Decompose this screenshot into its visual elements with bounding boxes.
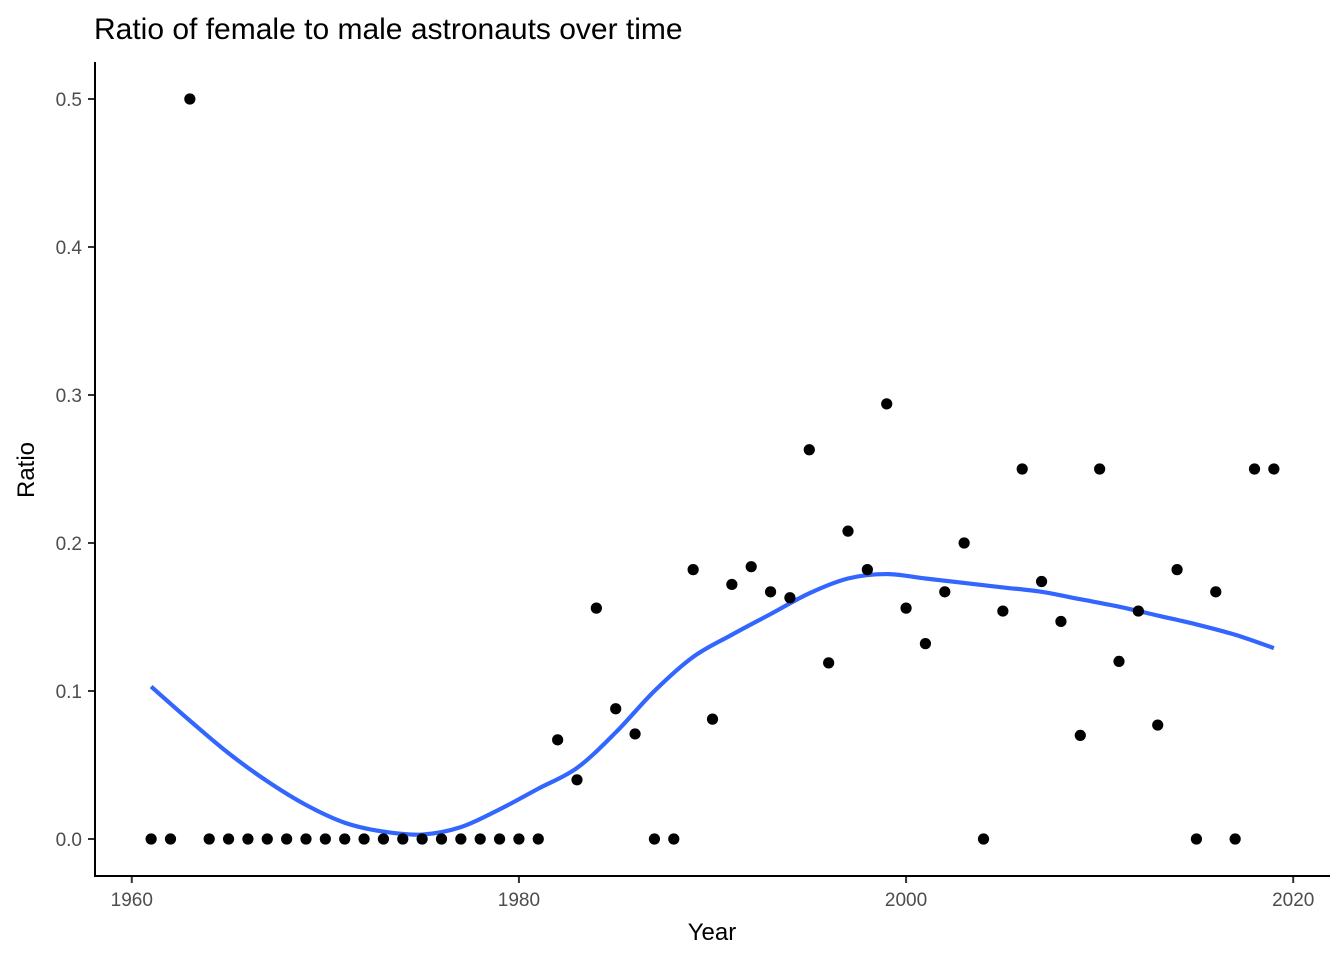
data-point [358, 833, 370, 845]
data-point [668, 833, 680, 845]
x-tick-label: 1960 [111, 890, 153, 911]
data-point [1055, 615, 1067, 628]
data-point [881, 398, 893, 410]
data-point [339, 833, 351, 845]
data-point [184, 93, 196, 105]
x-tick-label: 1980 [498, 890, 540, 911]
data-point [803, 444, 815, 456]
y-tick-label: 0.2 [56, 534, 82, 555]
data-point [493, 833, 506, 845]
chart-title: Ratio of female to male astronauts over … [94, 13, 683, 46]
data-point [435, 833, 448, 845]
y-tick-label: 0.3 [56, 386, 82, 407]
x-tick-label: 2000 [885, 890, 927, 911]
data-point [745, 561, 757, 573]
data-point [648, 833, 661, 845]
data-point [1152, 719, 1164, 731]
y-tick-label: 0.4 [56, 238, 83, 259]
y-tick-label: 0.0 [56, 830, 82, 851]
data-point [900, 602, 912, 614]
data-point [590, 602, 602, 614]
data-point [629, 728, 641, 740]
y-axis-title: Ratio [13, 442, 40, 498]
data-point [784, 592, 796, 604]
data-point [319, 833, 331, 845]
data-point [1210, 586, 1222, 598]
data-point [300, 833, 312, 845]
data-point [823, 657, 835, 669]
data-point [513, 833, 525, 845]
smooth-layer [149, 571, 1275, 837]
data-point [687, 564, 699, 576]
data-point [1074, 729, 1086, 742]
data-point [861, 564, 873, 576]
data-point [242, 833, 254, 845]
data-point [474, 833, 486, 845]
data-point [1113, 655, 1125, 668]
data-point [281, 833, 293, 845]
data-point [1248, 463, 1261, 475]
data-point [261, 833, 273, 845]
data-point [958, 537, 970, 549]
data-point [764, 586, 777, 598]
data-point [610, 703, 622, 715]
data-point [571, 774, 583, 786]
data-point [939, 586, 951, 598]
data-point [203, 833, 215, 845]
data-point [977, 833, 990, 845]
data-point [726, 578, 738, 591]
data-point [706, 713, 719, 725]
smooth-trend-line [149, 571, 1275, 837]
data-point [1016, 463, 1028, 475]
y-tick-label: 0.1 [56, 682, 82, 703]
data-point [842, 525, 854, 537]
data-point [919, 638, 932, 650]
y-tick-label: 0.5 [56, 90, 82, 111]
y-ticks: 0.0 0.1 0.2 0.3 0.4 0.5 [56, 90, 95, 851]
data-point [455, 833, 467, 845]
x-ticks: 1960 1980 2000 2020 [111, 876, 1314, 911]
data-point [532, 833, 544, 845]
data-point [1229, 833, 1241, 845]
data-point [377, 833, 390, 845]
data-point [1132, 605, 1144, 617]
data-point [1094, 463, 1106, 475]
x-tick-label: 2020 [1272, 890, 1314, 911]
data-point [145, 833, 157, 845]
data-point [222, 833, 235, 845]
data-point [552, 734, 564, 746]
data-point [164, 833, 177, 845]
data-point [397, 833, 409, 845]
data-point [1268, 463, 1280, 475]
x-axis-title: Year [688, 919, 737, 946]
points-layer [145, 93, 1280, 845]
data-point [997, 605, 1009, 617]
data-point [1190, 833, 1203, 845]
data-point [1035, 575, 1048, 588]
data-point [416, 833, 428, 845]
data-point [1171, 564, 1183, 576]
